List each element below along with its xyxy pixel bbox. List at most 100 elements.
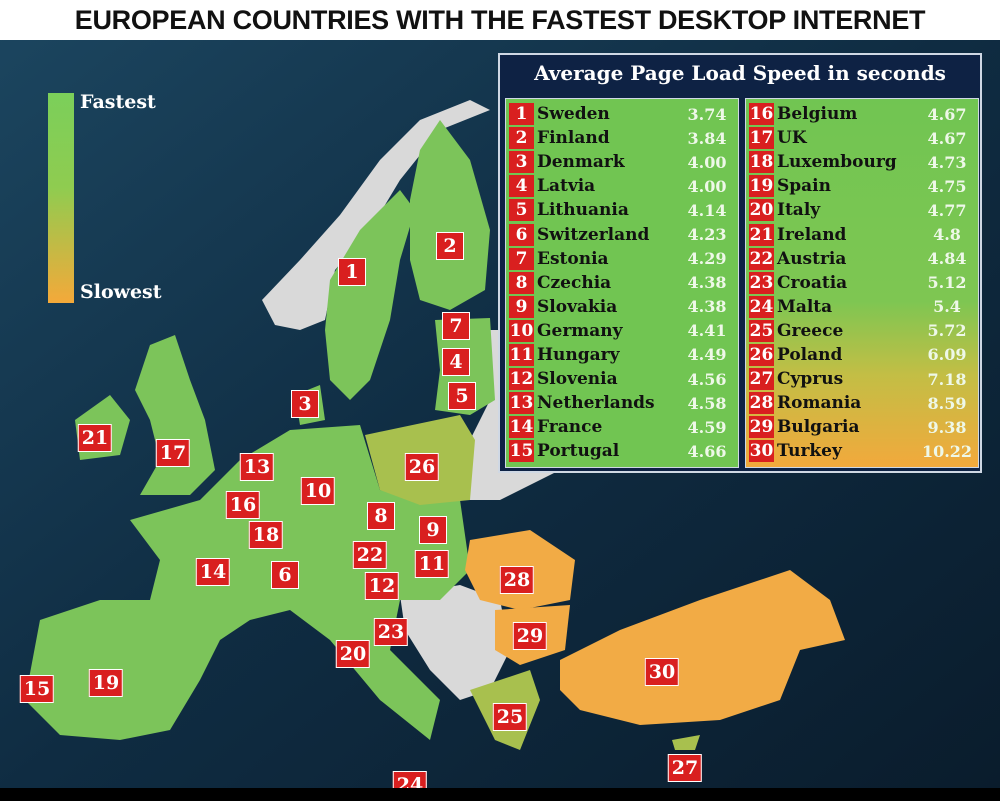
rank-badge: 16	[749, 103, 774, 126]
region-cyprus	[672, 735, 700, 750]
country-name: Ireland	[777, 224, 847, 245]
rank-badge: 19	[749, 175, 774, 198]
load-time-value: 10.22	[921, 441, 973, 461]
legend-fastest-label: Fastest	[80, 91, 156, 113]
load-time-value: 4.38	[687, 273, 727, 293]
rank-badge: 8	[509, 271, 534, 294]
map-badge-slovakia: 9	[419, 516, 447, 544]
map-badge-romania: 28	[499, 566, 535, 594]
country-name: Romania	[777, 393, 862, 414]
rank-badge: 4	[509, 175, 534, 198]
region-balkans	[400, 585, 510, 700]
rank-badge: 5	[509, 199, 534, 222]
map-badge-belgium: 16	[225, 491, 261, 519]
table-row: 3 Denmark 4.00	[509, 150, 738, 174]
country-name: Slovakia	[537, 296, 618, 317]
map-badge-uk: 17	[155, 439, 191, 467]
table-row: 9 Slovakia 4.38	[509, 295, 738, 319]
map-badge-luxembourg: 18	[248, 521, 284, 549]
country-name: Cyprus	[777, 369, 844, 390]
rank-badge: 7	[509, 247, 534, 270]
country-name: Poland	[777, 344, 843, 365]
table-row: 28 Romania 8.59	[749, 391, 978, 415]
table-title: Average Page Load Speed in seconds	[534, 61, 946, 85]
rank-badge: 27	[749, 368, 774, 391]
rank-badge: 24	[749, 295, 774, 318]
load-time-value: 4.00	[687, 176, 727, 196]
country-name: Malta	[777, 296, 833, 317]
load-time-value: 4.41	[687, 321, 727, 341]
load-time-value: 4.73	[927, 152, 967, 172]
load-time-value: 4.58	[687, 393, 727, 413]
table-row: 10 Germany 4.41	[509, 319, 738, 343]
table-row: 16 Belgium 4.67	[749, 102, 978, 126]
rank-badge: 10	[509, 319, 534, 342]
table-row: 29 Bulgaria 9.38	[749, 415, 978, 439]
table-column-2: 16 Belgium 4.67 17 UK 4.67 18 Luxembourg 4.73 19 S…	[745, 98, 979, 468]
country-name: Finland	[537, 128, 610, 149]
load-time-value: 8.59	[927, 393, 967, 413]
load-time-value: 5.12	[927, 273, 967, 293]
load-time-value: 3.74	[687, 104, 727, 124]
country-name: Switzerland	[537, 224, 650, 245]
map-badge-ireland: 21	[77, 424, 113, 452]
region-sweden	[325, 190, 415, 400]
region-uk	[135, 335, 215, 495]
map-badge-estonia: 7	[442, 312, 470, 340]
map-badge-greece: 25	[492, 703, 528, 731]
table-row: 2 Finland 3.84	[509, 126, 738, 150]
map-badge-france: 14	[195, 558, 231, 586]
load-time-value: 4.49	[687, 345, 727, 365]
rank-badge: 9	[509, 295, 534, 318]
table-row: 1 Sweden 3.74	[509, 102, 738, 126]
rank-badge: 13	[509, 392, 534, 415]
rank-badge: 17	[749, 127, 774, 150]
load-time-value: 3.84	[687, 128, 727, 148]
load-time-value: 4.84	[927, 249, 967, 269]
map-badge-austria: 22	[352, 541, 388, 569]
table-row: 20 Italy 4.77	[749, 198, 978, 222]
map-badge-finland: 2	[436, 232, 464, 260]
load-time-value: 4.67	[927, 128, 967, 148]
map-badge-bulgaria: 29	[512, 622, 548, 650]
table-row: 7 Estonia 4.29	[509, 247, 738, 271]
table-row: 30 Turkey 10.22	[749, 439, 978, 463]
table-row: 6 Switzerland 4.23	[509, 222, 738, 246]
map-badge-switzerland: 6	[271, 561, 299, 589]
load-time-value: 4.8	[933, 225, 961, 245]
table-row: 14 France 4.59	[509, 415, 738, 439]
load-time-value: 4.59	[687, 417, 727, 437]
table-column-1: 1 Sweden 3.74 2 Finland 3.84 3 Denmark 4.00 4 Latv…	[505, 98, 739, 468]
map-badge-latvia: 4	[442, 348, 470, 376]
map-badge-turkey: 30	[644, 658, 680, 686]
map-badge-hungary: 11	[414, 550, 450, 578]
country-name: UK	[777, 128, 807, 149]
rank-badge: 22	[749, 247, 774, 270]
map-badge-lithuania: 5	[448, 382, 476, 410]
country-name: Latvia	[537, 176, 596, 197]
country-name: Netherlands	[537, 393, 655, 414]
country-name: Bulgaria	[777, 417, 860, 438]
rank-badge: 2	[509, 127, 534, 150]
load-time-value: 4.23	[687, 225, 727, 245]
map-badge-portugal: 15	[19, 675, 55, 703]
rank-badge: 18	[749, 151, 774, 174]
rank-badge: 23	[749, 271, 774, 294]
load-time-value: 9.38	[927, 417, 967, 437]
caption-strip	[0, 788, 1000, 801]
rank-badge: 20	[749, 199, 774, 222]
country-name: Austria	[777, 248, 847, 269]
load-time-value: 4.66	[687, 441, 727, 461]
country-name: Croatia	[777, 272, 848, 293]
table-row: 5 Lithuania 4.14	[509, 198, 738, 222]
map-badge-netherlands: 13	[239, 453, 275, 481]
rank-badge: 29	[749, 416, 774, 439]
country-name: Czechia	[537, 272, 612, 293]
country-name: Estonia	[537, 248, 609, 269]
map-badge-denmark: 3	[291, 390, 319, 418]
map-badge-sweden: 1	[338, 258, 366, 286]
rank-badge: 30	[749, 440, 774, 463]
table-row: 8 Czechia 4.38	[509, 271, 738, 295]
country-name: Hungary	[537, 344, 620, 365]
table-row: 13 Netherlands 4.58	[509, 391, 738, 415]
